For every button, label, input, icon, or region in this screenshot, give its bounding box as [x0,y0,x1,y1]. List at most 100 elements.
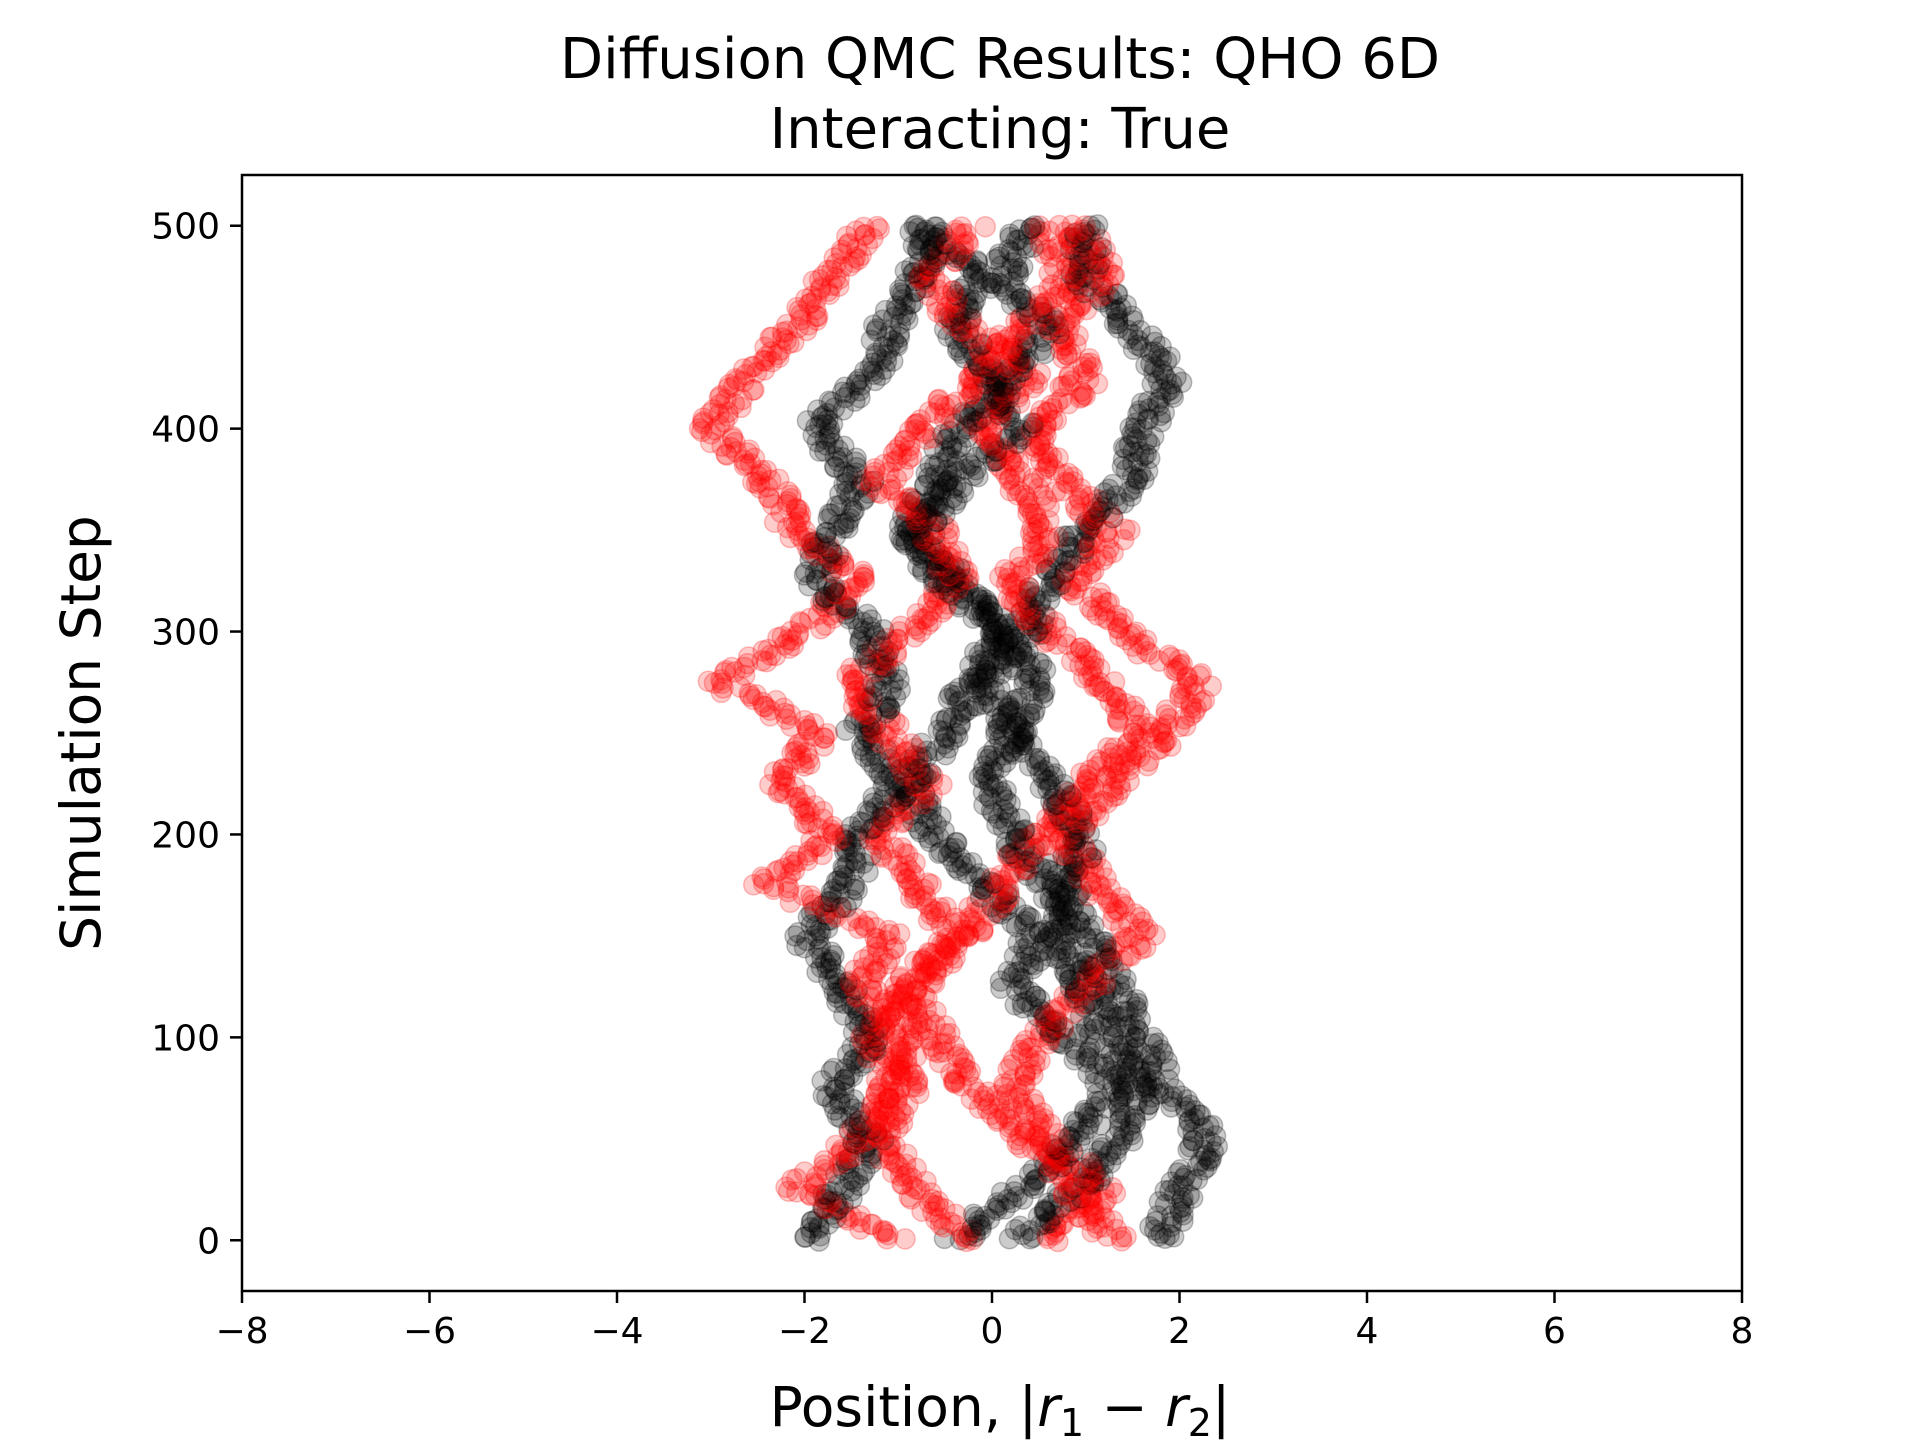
data-point [1038,1159,1061,1182]
data-point [1147,1225,1169,1247]
data-point [1052,1213,1075,1235]
x-tick-label: −8 [215,1311,268,1352]
data-point [1081,1171,1104,1193]
data-point [1036,1224,1058,1247]
data-point [1080,1151,1102,1174]
data-point [898,1186,920,1208]
data-point [842,1170,865,1193]
data-point [1078,1197,1100,1219]
data-point [860,1213,882,1236]
data-point [918,1192,941,1214]
data-point [1023,1170,1045,1193]
data-point [1082,1172,1105,1195]
data-point [1110,1230,1133,1252]
data-point [1158,1223,1181,1246]
x-axis-label-minus: − [1084,1375,1165,1439]
data-point [820,1180,843,1203]
x-axis-label-prefix: Position, | [770,1375,1038,1440]
data-point [1061,1171,1083,1194]
data-point [1078,1188,1101,1211]
data-point [1178,1184,1201,1206]
data-point [1058,1155,1080,1178]
data-point [881,1161,904,1184]
data-point [1057,1176,1080,1199]
data-point [949,1228,972,1251]
data-point [1052,1184,1075,1206]
data-point [1078,1168,1100,1191]
data-point [814,1189,837,1212]
data-point [1059,1197,1081,1220]
data-point [1057,1181,1079,1203]
data-point [1080,1203,1103,1226]
data-point [933,1216,955,1238]
data-point [1042,1204,1065,1227]
data-point [1049,1196,1072,1219]
data-point [837,1209,859,1231]
x-tick-label: 6 [1543,1311,1566,1352]
data-point [1102,1209,1124,1232]
data-point [836,1153,858,1175]
x-tick-label: 0 [981,1311,1004,1352]
data-point [1186,1155,1209,1177]
data-point [968,1213,991,1236]
data-point [895,1153,917,1176]
data-point [1055,1201,1078,1224]
data-point [1093,1192,1115,1214]
data-point [901,1167,923,1189]
data-point [1160,1215,1182,1238]
data-point [811,1196,834,1219]
data-point [860,1152,883,1175]
data-point [1077,1172,1100,1195]
data-point [1085,1164,1107,1186]
data-point [892,1173,914,1195]
data-point [974,1205,996,1228]
chart-subtitle: Interacting: True [770,97,1231,162]
data-point [1048,1164,1071,1187]
data-point [1158,644,1180,666]
data-point [1093,1178,1115,1201]
x-axis-label-suffix: | [1212,1375,1231,1440]
data-point [793,1161,816,1183]
data-point [872,1221,894,1244]
data-point [825,1190,847,1213]
data-point [849,1218,871,1240]
data-point [786,1168,808,1190]
data-point [1070,1157,1092,1179]
data-point [1086,1217,1108,1239]
data-point [1081,1153,1104,1176]
y-tick-label: 100 [151,1018,220,1059]
data-point [1085,1212,1107,1235]
data-point [1057,1155,1080,1177]
data-point [841,1187,863,1210]
data-point [800,1222,823,1244]
data-point [802,1172,825,1194]
data-point [1023,215,1046,237]
data-point [832,1193,854,1215]
data-point [1082,1200,1104,1222]
data-point [915,1170,937,1193]
data-point [983,1197,1006,1220]
data-point [978,1208,1001,1230]
data-point [961,1228,984,1251]
data-point [1060,1176,1083,1199]
data-point [854,1160,876,1182]
data-point [827,1174,849,1196]
data-point [876,1228,898,1250]
data-point [1044,1221,1067,1243]
data-point [1087,1159,1110,1181]
data-point [775,1176,797,1199]
data-point [1018,1163,1041,1185]
data-point [1038,1209,1061,1232]
data-point [1089,582,1112,604]
data-point [1170,1190,1193,1212]
data-point [1082,1161,1104,1183]
x-axis: −8 −6 −4 −2 0 2 4 6 8 [215,1291,1753,1352]
data-point [1082,1205,1105,1227]
data-point [964,1206,987,1228]
data-point [1101,1176,1124,1199]
data-point [1050,1213,1073,1236]
data-point [952,1225,975,1247]
data-point [1092,1165,1114,1187]
data-point [921,1188,943,1211]
